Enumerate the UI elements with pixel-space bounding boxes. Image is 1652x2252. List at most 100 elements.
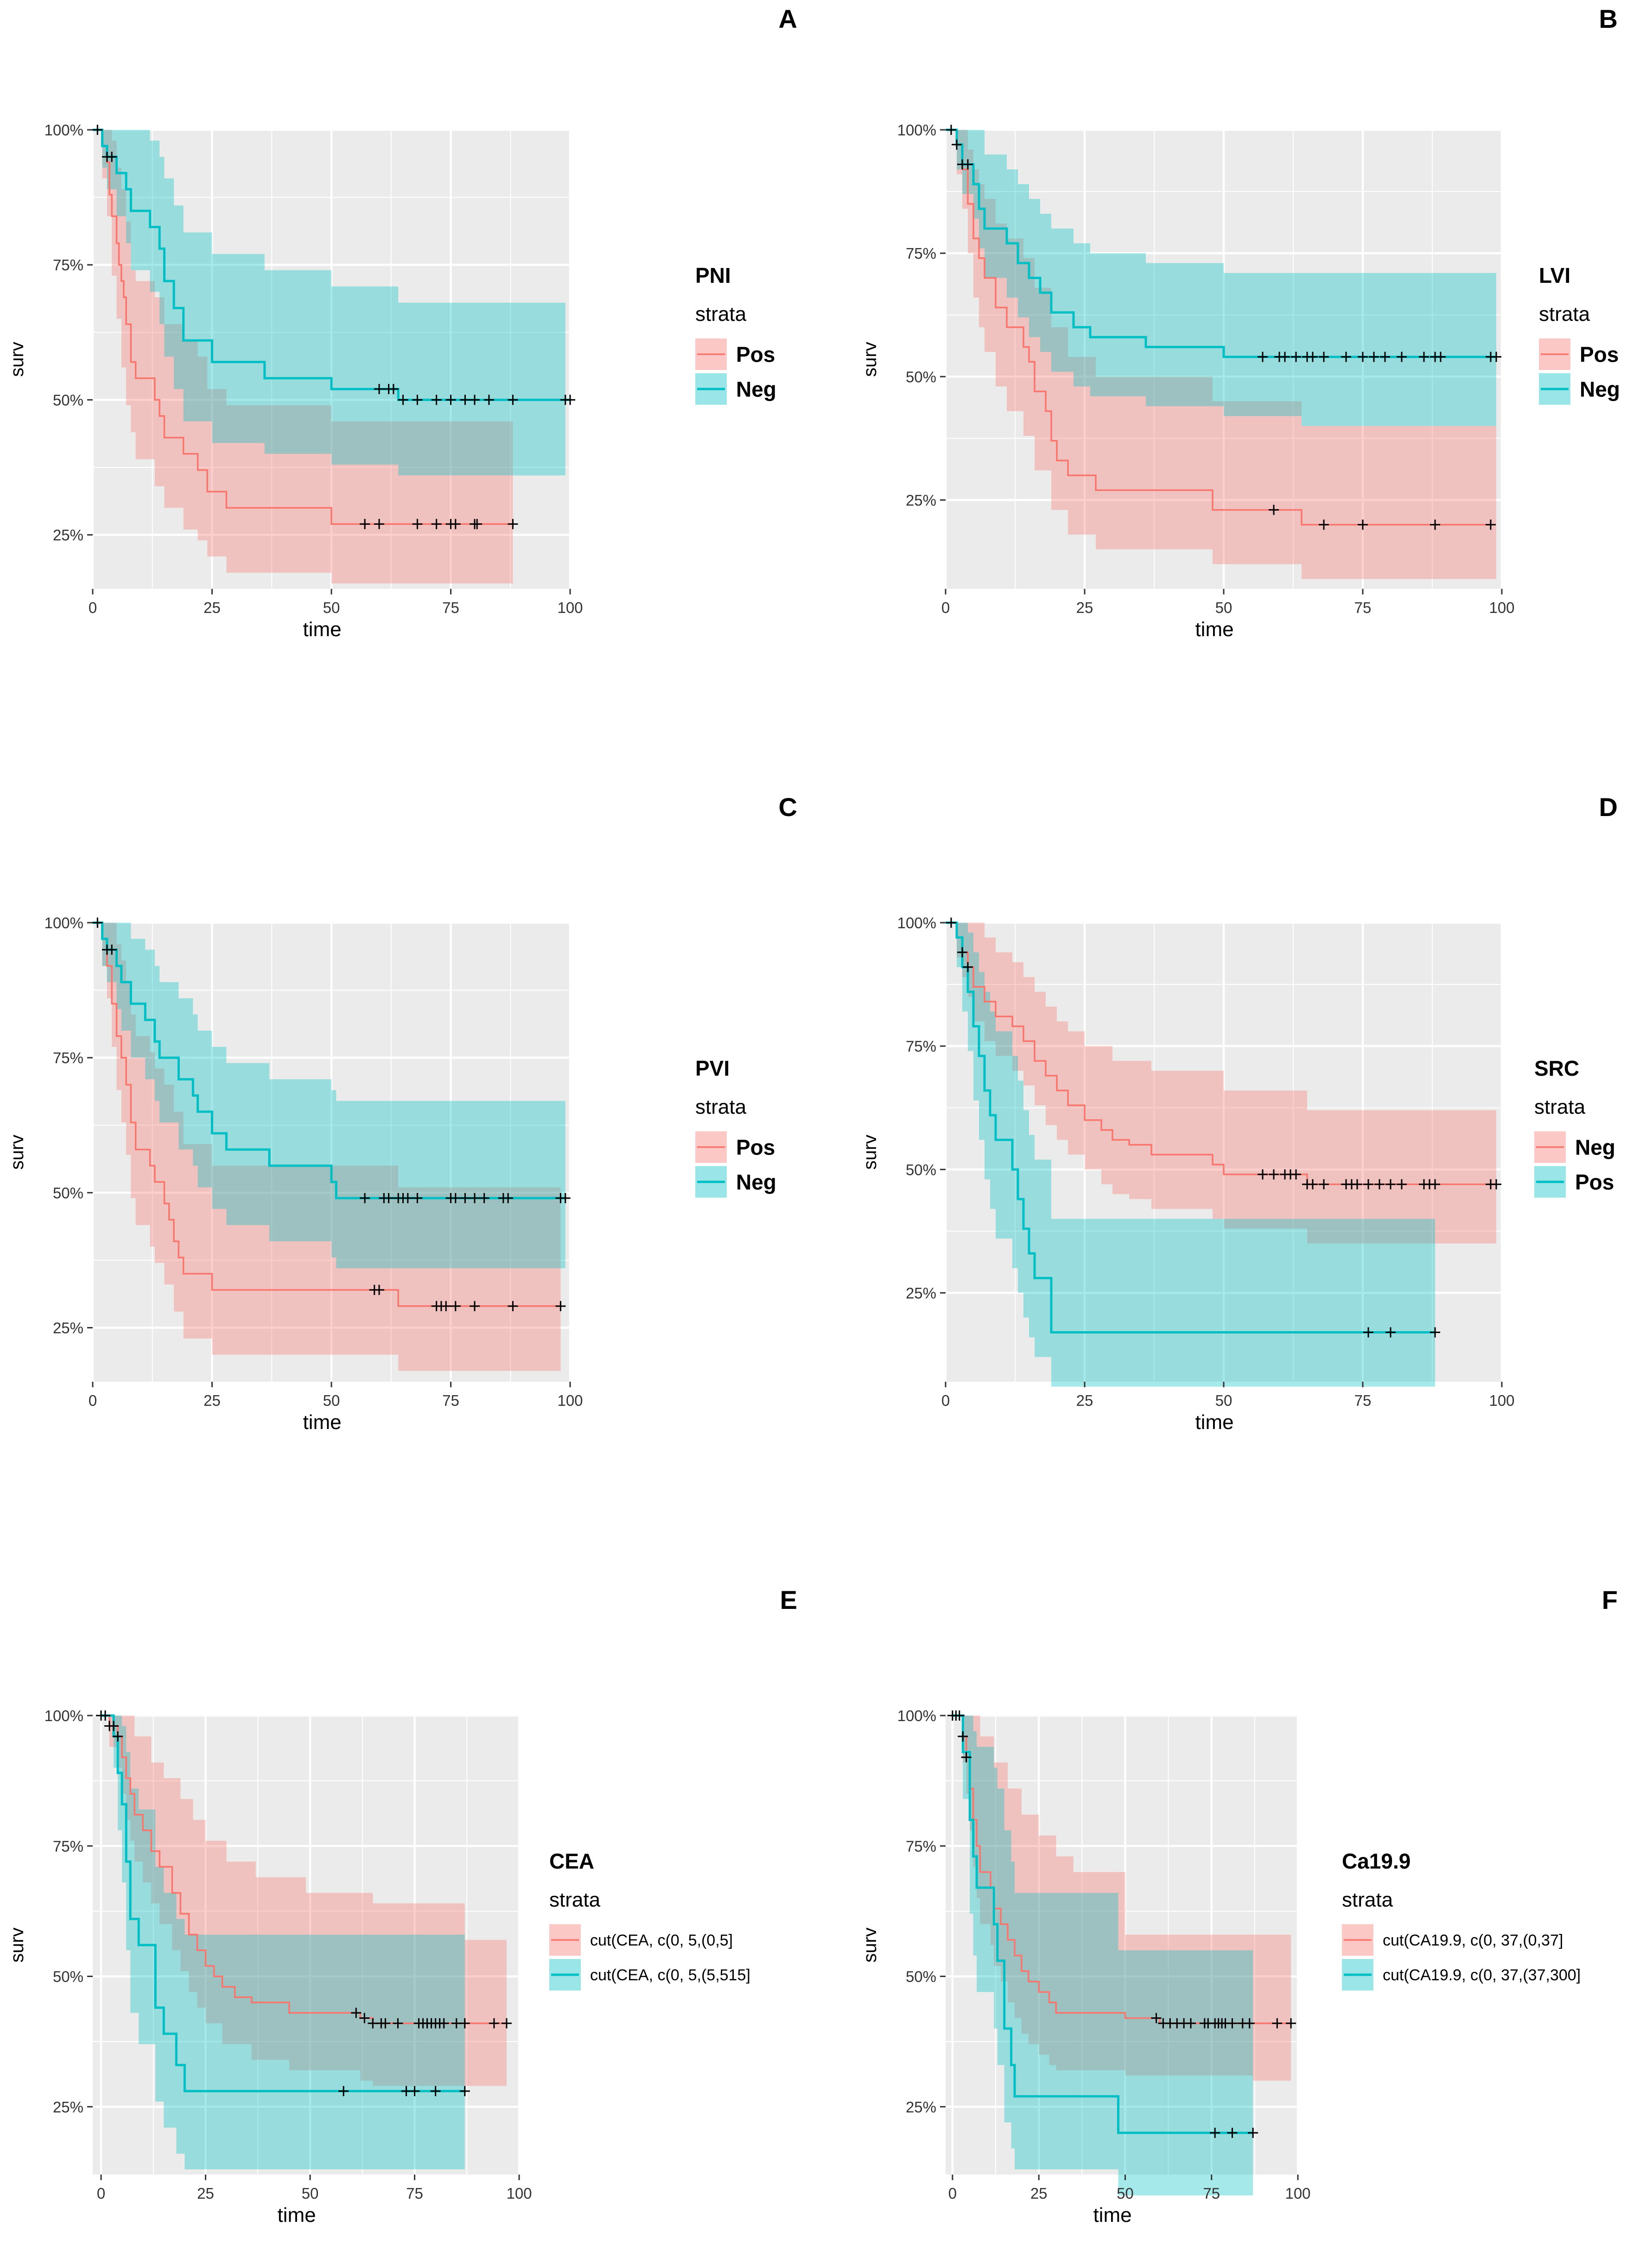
censor-mark [1491, 351, 1501, 362]
censor-mark [450, 1193, 461, 1203]
censor-mark [1186, 2018, 1196, 2029]
legend-label-1: Pos [1580, 343, 1619, 367]
x-tick-label: 25 [1076, 599, 1093, 616]
x-tick-label: 50 [1215, 599, 1233, 616]
y-tick-label: 75% [906, 245, 936, 262]
x-tick-label: 100 [557, 1392, 583, 1409]
censor-mark [1385, 1179, 1396, 1190]
censor-mark [1272, 2018, 1283, 2029]
survival-curve-1 [93, 129, 513, 525]
y-axis-label: surv [7, 342, 27, 377]
censor-mark [479, 1193, 489, 1203]
censor-mark [100, 1710, 111, 1721]
censor-mark [1291, 1169, 1301, 1180]
censor-mark [459, 2018, 470, 2029]
x-tick-label: 0 [97, 2185, 105, 2202]
panel-letter: D [1599, 792, 1618, 822]
panel-a: A 25% 50% 75% 100% 0 25 50 75 100 time surv PNI strat… [7, 4, 797, 641]
y-tick-label: 25% [53, 2099, 83, 2116]
censor-mark [430, 2086, 441, 2096]
legend-title: Ca19.9 [1342, 1849, 1411, 1873]
y-tick-label: 100% [44, 121, 83, 139]
y-tick-label: 100% [897, 121, 936, 139]
censor-mark [107, 944, 117, 955]
confidence-band-2 [93, 130, 565, 476]
x-tick-label: 0 [948, 2185, 957, 2202]
censor-mark [412, 395, 423, 405]
y-tick-label: 25% [906, 2099, 936, 2116]
panel-b: B 25% 50% 75% 100% 0 25 50 75 100 time surv LVI strat… [860, 4, 1620, 641]
x-tick-label: 75 [406, 2185, 423, 2202]
censor-mark [431, 395, 442, 405]
censor-mark [1280, 351, 1290, 362]
y-tick-label: 75% [906, 1038, 936, 1055]
y-tick-label: 50% [53, 391, 83, 408]
y-tick-label: 75% [53, 1049, 83, 1066]
legend-label-2: cut(CEA, c(0, 5,(5,515] [590, 1966, 750, 1984]
legend-label-2: Pos [1575, 1170, 1614, 1194]
x-tick-label: 50 [1215, 1392, 1233, 1409]
survival-curve-2 [952, 1714, 1253, 2134]
legend-subtitle: strata [549, 1888, 601, 1911]
censor-mark [388, 384, 399, 395]
y-tick-label: 50% [906, 1161, 936, 1178]
censor-mark [1210, 2128, 1220, 2138]
censor-mark [359, 2013, 370, 2023]
censor-mark [508, 519, 518, 530]
y-tick-label: 100% [897, 1707, 936, 1724]
x-tick-label: 75 [442, 599, 459, 616]
x-axis-label: time [1195, 618, 1233, 641]
censor-mark [1369, 351, 1379, 362]
censor-mark [374, 1285, 384, 1295]
censor-mark [402, 1193, 413, 1203]
x-tick-label: 50 [323, 1392, 340, 1409]
x-tick-label: 75 [1354, 599, 1372, 616]
y-tick-label: 75% [906, 1837, 936, 1855]
panel-letter: A [779, 4, 797, 33]
censor-mark [946, 918, 956, 928]
x-tick-label: 50 [302, 2185, 319, 2202]
confidence-band-2 [946, 130, 1496, 426]
censor-mark [1227, 2018, 1238, 2029]
censor-mark [958, 1731, 968, 1742]
panel-letter: B [1599, 4, 1618, 33]
panel-d: D 25% 50% 75% 100% 0 25 50 75 100 time surv SRC strat… [860, 792, 1618, 1434]
x-tick-label: 50 [323, 599, 340, 616]
confidence-band-2 [101, 1716, 465, 2169]
censor-mark [1319, 519, 1329, 530]
y-tick-label: 25% [53, 1320, 83, 1337]
legend-label-1: cut(CEA, c(0, 5,(0,5] [590, 1932, 733, 1949]
legend-label-1: cut(CA19.9, c(0, 37,(0,37] [1383, 1932, 1563, 1949]
confidence-band-1 [952, 1716, 1291, 2081]
x-tick-label: 0 [89, 1392, 97, 1409]
censor-mark [92, 125, 103, 135]
censor-mark [351, 2008, 362, 2018]
legend-title: CEA [549, 1849, 594, 1873]
censor-mark [1308, 351, 1318, 362]
legend-title: PNI [695, 263, 731, 287]
y-tick-label: 25% [906, 1284, 936, 1301]
confidence-band-1 [946, 130, 1496, 579]
censor-mark [438, 2018, 449, 2029]
censor-mark [472, 519, 483, 530]
censor-mark [1436, 351, 1446, 362]
y-tick-label: 100% [44, 914, 83, 931]
legend-label-1: Pos [736, 343, 775, 367]
x-tick-label: 0 [89, 599, 97, 616]
x-tick-label: 100 [506, 2185, 532, 2202]
censor-mark [460, 1193, 470, 1203]
censor-mark [113, 1731, 123, 1742]
censor-mark [1286, 2018, 1296, 2029]
confidence-band-1 [946, 923, 1496, 1244]
x-tick-label: 100 [557, 599, 583, 616]
censor-mark [957, 947, 967, 957]
x-tick-label: 100 [1489, 1392, 1514, 1409]
censor-mark [963, 159, 973, 170]
confidence-band-2 [93, 923, 565, 1269]
censor-mark [409, 2086, 420, 2096]
y-tick-label: 75% [53, 1837, 83, 1855]
x-axis-label: time [303, 618, 341, 641]
censor-mark [1486, 519, 1496, 530]
legend-label-1: Pos [736, 1136, 775, 1160]
x-tick-label: 25 [1076, 1392, 1093, 1409]
